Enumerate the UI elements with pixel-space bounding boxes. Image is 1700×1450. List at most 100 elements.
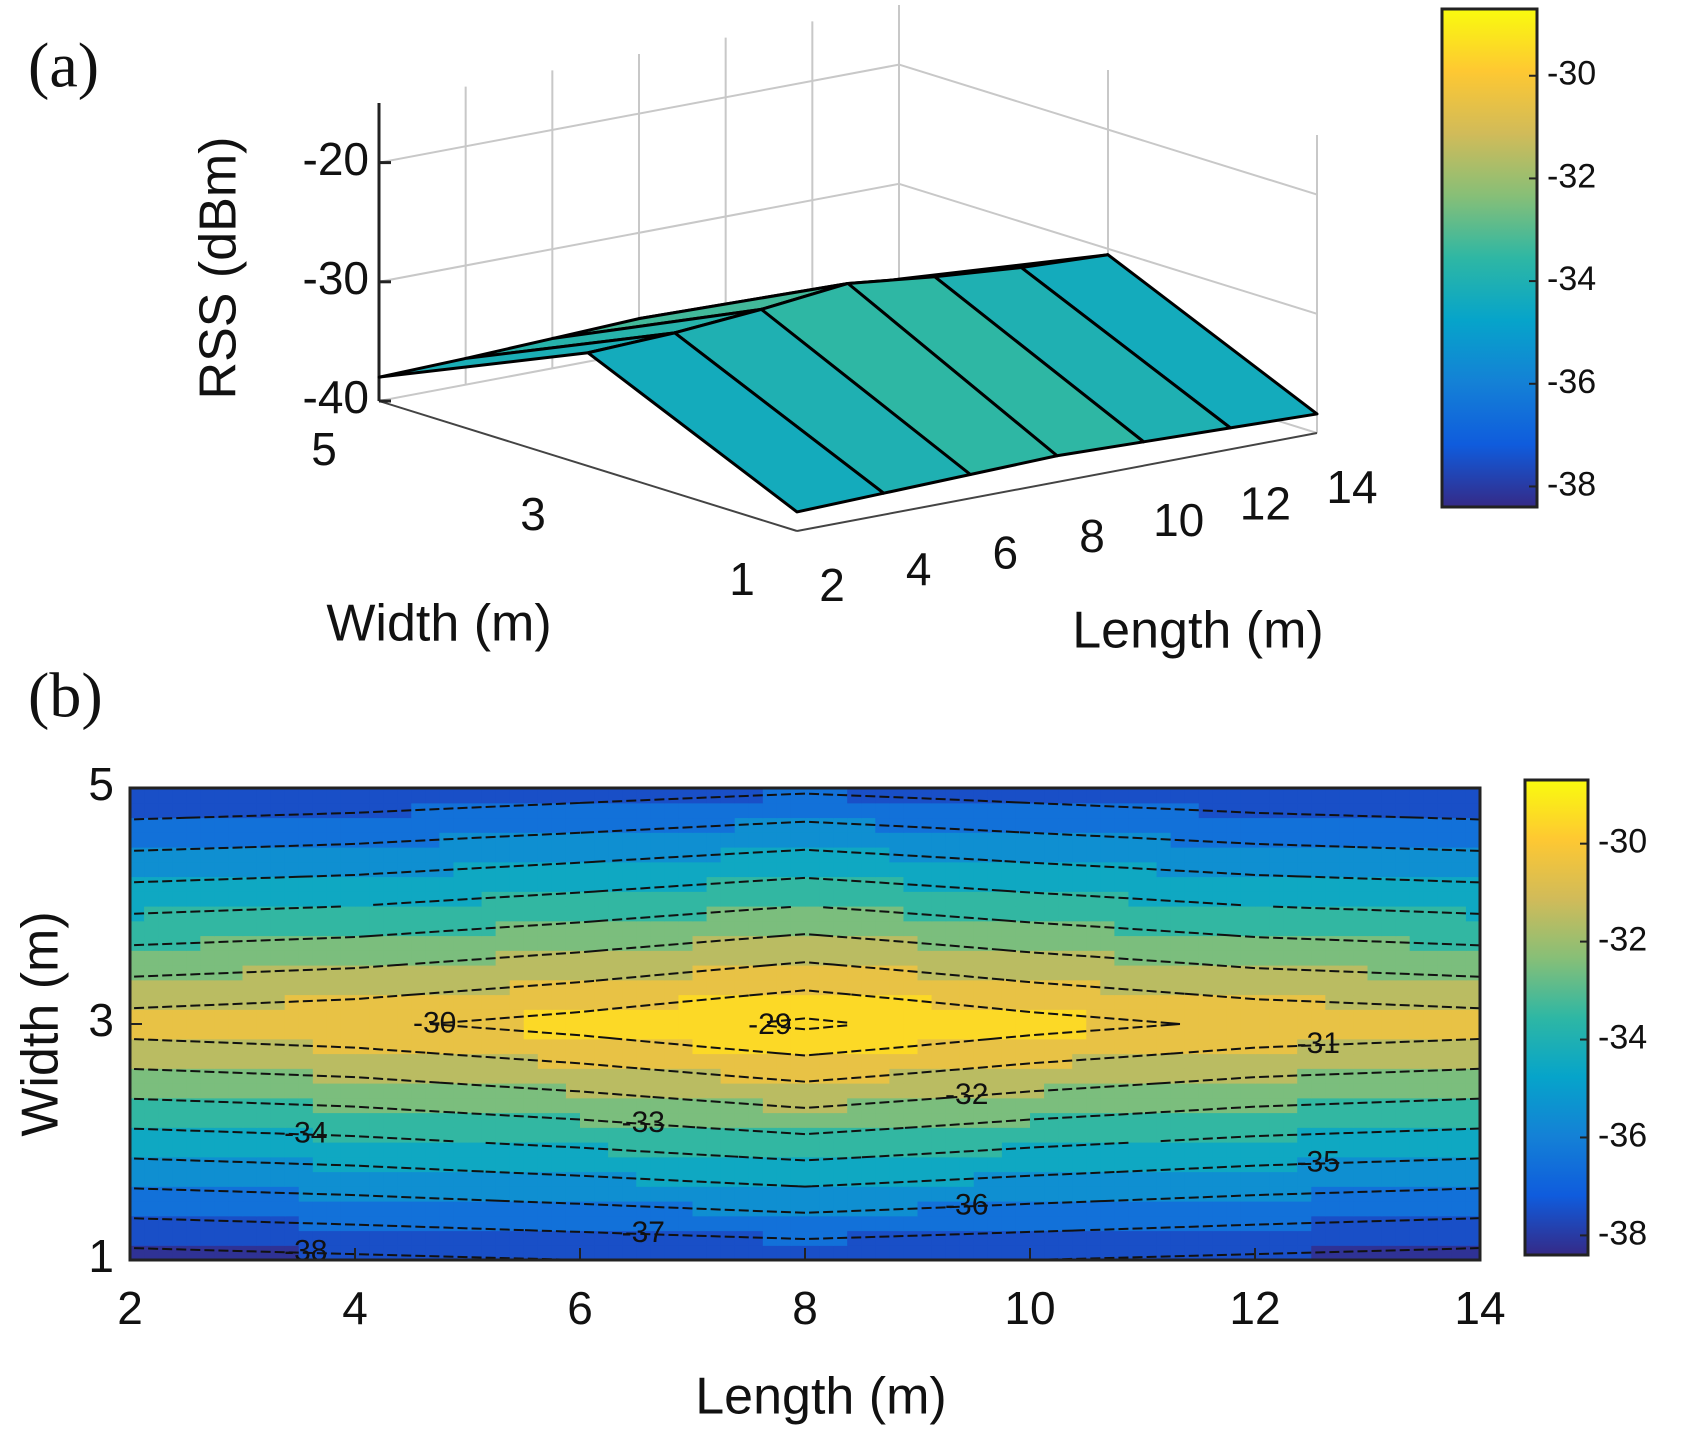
contour-fill [1114,1097,1130,1114]
contour-fill [467,788,483,804]
contour-fill [186,1009,201,1025]
contour-fill [945,1245,961,1261]
contour-fill [720,950,736,966]
contour-fill [608,994,623,1010]
contour-fill [509,1171,525,1187]
contour-fill [453,1245,469,1261]
contour-fill [1058,847,1073,863]
contour-fill [326,950,342,966]
contour-fill [931,861,947,878]
contour-fill [805,817,820,833]
contour-fill [847,1156,862,1173]
contour-fill [580,994,595,1010]
contour-fill [242,891,258,907]
contour-line [129,876,1481,1162]
contour-fill [847,817,862,833]
contour-fill [1142,950,1158,966]
contour-fill [580,861,595,878]
contour-fill [298,906,314,922]
contour-fill [158,847,173,863]
contour-fill [565,1112,581,1128]
contour-fill [692,1068,708,1084]
contour-fill [453,1142,469,1158]
z-tick-label: -30 [303,252,369,304]
contour-fill [1015,1009,1031,1025]
contour-fill [1311,979,1326,996]
contour-fill [1367,994,1383,1010]
contour-fill [481,1186,497,1202]
contour-fill [1240,1112,1256,1128]
contour-fill [186,847,201,863]
contour-fill [1198,876,1214,892]
contour-fill [242,920,258,937]
contour-fill [1423,994,1439,1010]
contour-fill [551,1171,567,1187]
contour-fill [1058,1068,1073,1084]
contour-fill [495,1245,511,1261]
contour-fill [875,920,890,937]
contour-fill [594,802,609,819]
contour-fill [875,950,890,966]
contour-fill [805,935,820,951]
contour-fill [917,1024,933,1040]
contour-fill [720,1038,736,1055]
contour-fill [622,1215,637,1232]
contour-fill [650,1068,665,1084]
contour-fill [1044,1009,1059,1025]
contour-fill [1451,1201,1467,1217]
contour-fill [565,861,581,878]
contour-fill [790,876,806,892]
contour-fill [214,1230,230,1246]
contour-fill [1226,965,1242,981]
contour-fill [636,1186,651,1202]
contour-fill [917,847,933,863]
contour-fill [326,1230,342,1246]
contour-fill [692,1053,708,1069]
contour-fill [650,861,665,878]
contour-fill [959,965,975,981]
contour-fill [847,935,862,951]
contour-fill [594,1009,609,1025]
contour-fill [1339,1201,1355,1217]
contour-fill [1114,1186,1130,1202]
contour-fill [1212,920,1228,937]
contour-fill [1086,1215,1101,1232]
contour-fill [594,994,609,1010]
contour-fill [931,1009,947,1025]
contour-fill [1030,935,1045,951]
contour-fill [383,1009,398,1025]
contour-fill [523,1053,539,1069]
contour-fill [1226,832,1242,848]
contour-fill [200,994,215,1010]
contour-fill [748,979,764,996]
contour-fill [1198,1053,1214,1069]
contour-fill [636,906,651,922]
contour-fill [228,1171,244,1187]
contour-fill [706,950,722,966]
contour-fill [425,802,440,819]
contour-fill [481,1156,497,1173]
contour-fill [1114,802,1130,819]
contour-fill [397,965,412,981]
contour-fill [439,1142,455,1158]
contour-fill [1156,802,1172,819]
contour-fill [186,994,201,1010]
contour-fill [1128,861,1144,878]
contour-fill [1381,1068,1397,1084]
contour-fill [1353,1009,1369,1025]
contour-fill [214,876,230,892]
contour-fill [298,861,314,878]
contour-fill [1184,1038,1200,1055]
contour-fill [1100,1068,1115,1084]
contour-fill [790,1186,806,1202]
contour-fill [1114,847,1130,863]
contour-fill [1044,1097,1059,1114]
contour-fill [1283,1024,1298,1040]
contour-fill [594,950,609,966]
contour-fill [270,1230,286,1246]
contour-fill [130,1068,145,1084]
contour-fill [298,788,314,804]
contour-fill [242,950,258,966]
contour-fill [1451,817,1467,833]
contour-fill [650,994,665,1010]
